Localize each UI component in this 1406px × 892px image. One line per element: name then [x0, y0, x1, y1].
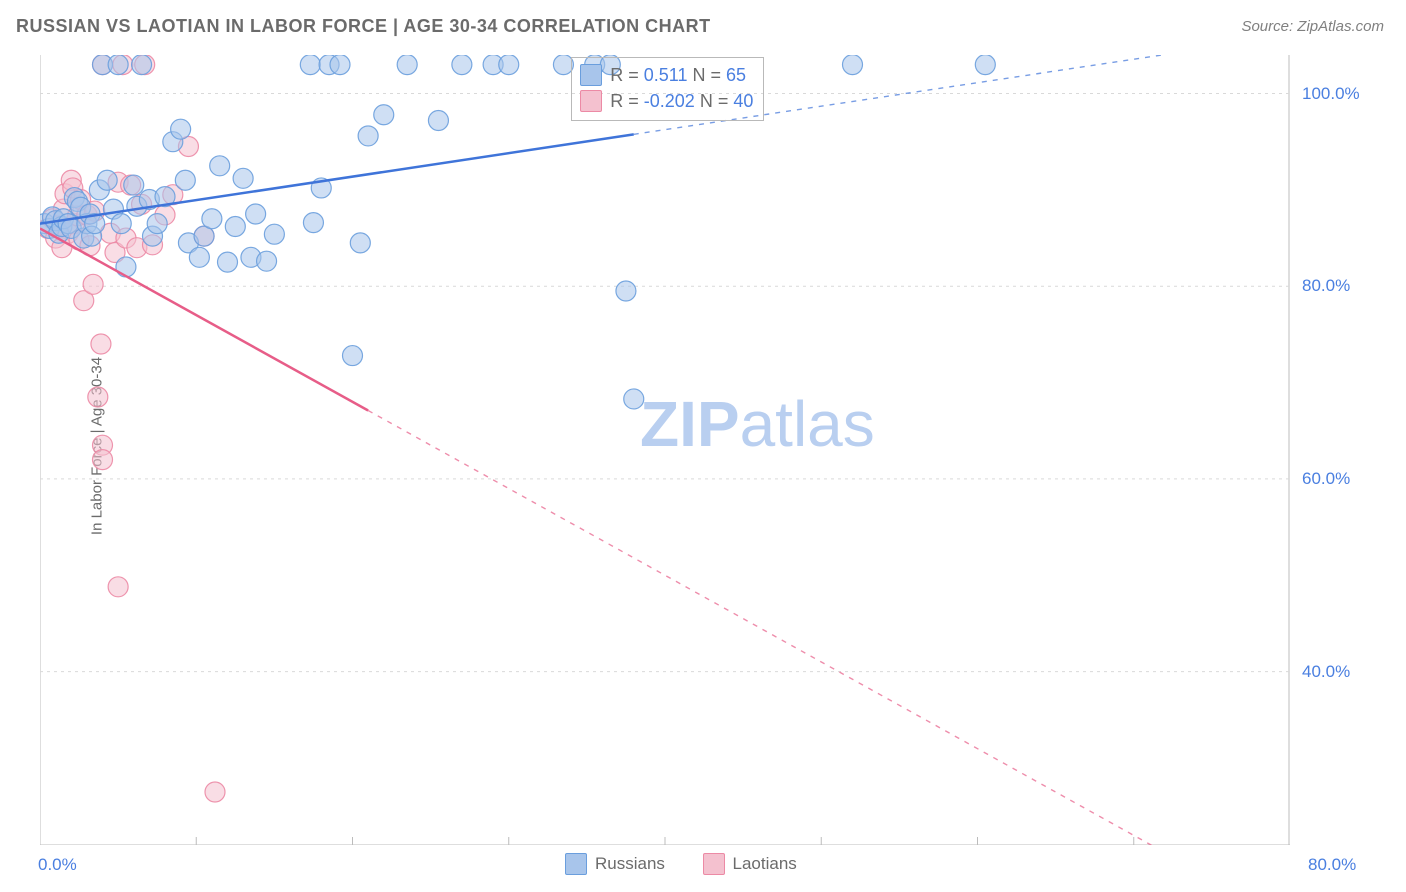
legend-swatch-russians: [565, 853, 587, 875]
r-label: R =: [610, 65, 644, 85]
legend-label: Russians: [595, 854, 665, 874]
correlation-box: R = 0.511 N = 65 R = -0.202 N = 40: [571, 57, 764, 121]
y-tick-label: 40.0%: [1302, 662, 1350, 682]
n-label: N =: [687, 65, 726, 85]
legend-laotians: Laotians: [703, 853, 797, 875]
correlation-row-russians: R = 0.511 N = 65: [580, 62, 753, 88]
correlation-swatch-russians: [580, 64, 602, 86]
correlation-text: R = -0.202 N = 40: [610, 88, 753, 114]
chart-title: RUSSIAN VS LAOTIAN IN LABOR FORCE | AGE …: [16, 16, 711, 37]
correlation-text: R = 0.511 N = 65: [610, 62, 746, 88]
y-tick-label: 80.0%: [1302, 276, 1350, 296]
x-axis-min-label: 0.0%: [38, 855, 77, 875]
scatter-plot: [40, 55, 1290, 845]
correlation-swatch-laotians: [580, 90, 602, 112]
chart-container: RUSSIAN VS LAOTIAN IN LABOR FORCE | AGE …: [0, 0, 1406, 892]
n-value: 65: [726, 65, 746, 85]
r-value: -0.202: [644, 91, 695, 111]
n-label: N =: [695, 91, 734, 111]
legend-russians: Russians: [565, 853, 665, 875]
source-label: Source: ZipAtlas.com: [1241, 18, 1384, 35]
r-label: R =: [610, 91, 644, 111]
y-tick-label: 60.0%: [1302, 469, 1350, 489]
correlation-row-laotians: R = -0.202 N = 40: [580, 88, 753, 114]
legend-label: Laotians: [733, 854, 797, 874]
n-value: 40: [733, 91, 753, 111]
x-axis-max-label: 80.0%: [1308, 855, 1356, 875]
r-value: 0.511: [644, 65, 688, 85]
y-tick-label: 100.0%: [1302, 84, 1360, 104]
legend-swatch-laotians: [703, 853, 725, 875]
